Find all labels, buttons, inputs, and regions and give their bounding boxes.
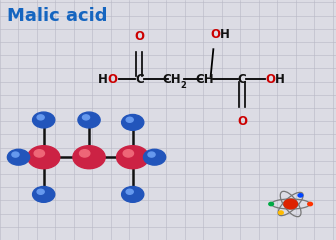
Text: 2: 2 xyxy=(181,81,187,90)
Text: O: O xyxy=(134,30,144,43)
Circle shape xyxy=(148,152,155,157)
Circle shape xyxy=(279,211,283,214)
Circle shape xyxy=(123,150,133,157)
Text: C: C xyxy=(135,73,144,86)
Text: O: O xyxy=(237,115,247,128)
Text: C: C xyxy=(238,73,246,86)
Circle shape xyxy=(122,186,144,202)
Text: O: O xyxy=(210,28,220,41)
Circle shape xyxy=(126,189,133,194)
Circle shape xyxy=(37,115,44,120)
Circle shape xyxy=(308,202,312,206)
Circle shape xyxy=(33,112,55,128)
Circle shape xyxy=(82,115,90,120)
Circle shape xyxy=(298,194,303,197)
Text: CH: CH xyxy=(196,73,214,86)
Circle shape xyxy=(122,114,144,130)
Text: H: H xyxy=(97,73,108,86)
Circle shape xyxy=(33,186,55,202)
Circle shape xyxy=(34,150,44,157)
Circle shape xyxy=(7,149,30,165)
Circle shape xyxy=(78,112,100,128)
Circle shape xyxy=(12,152,19,157)
Text: H: H xyxy=(219,28,229,41)
Circle shape xyxy=(117,146,149,169)
Circle shape xyxy=(284,199,297,209)
Circle shape xyxy=(143,149,166,165)
Text: CH: CH xyxy=(162,73,181,86)
Text: O: O xyxy=(108,73,118,86)
Circle shape xyxy=(28,146,60,169)
Circle shape xyxy=(126,117,133,122)
Circle shape xyxy=(73,146,105,169)
Text: H: H xyxy=(275,73,285,86)
Text: O: O xyxy=(265,73,276,86)
Text: Malic acid: Malic acid xyxy=(7,7,107,25)
Circle shape xyxy=(37,189,44,194)
Circle shape xyxy=(80,150,90,157)
Circle shape xyxy=(269,202,274,206)
